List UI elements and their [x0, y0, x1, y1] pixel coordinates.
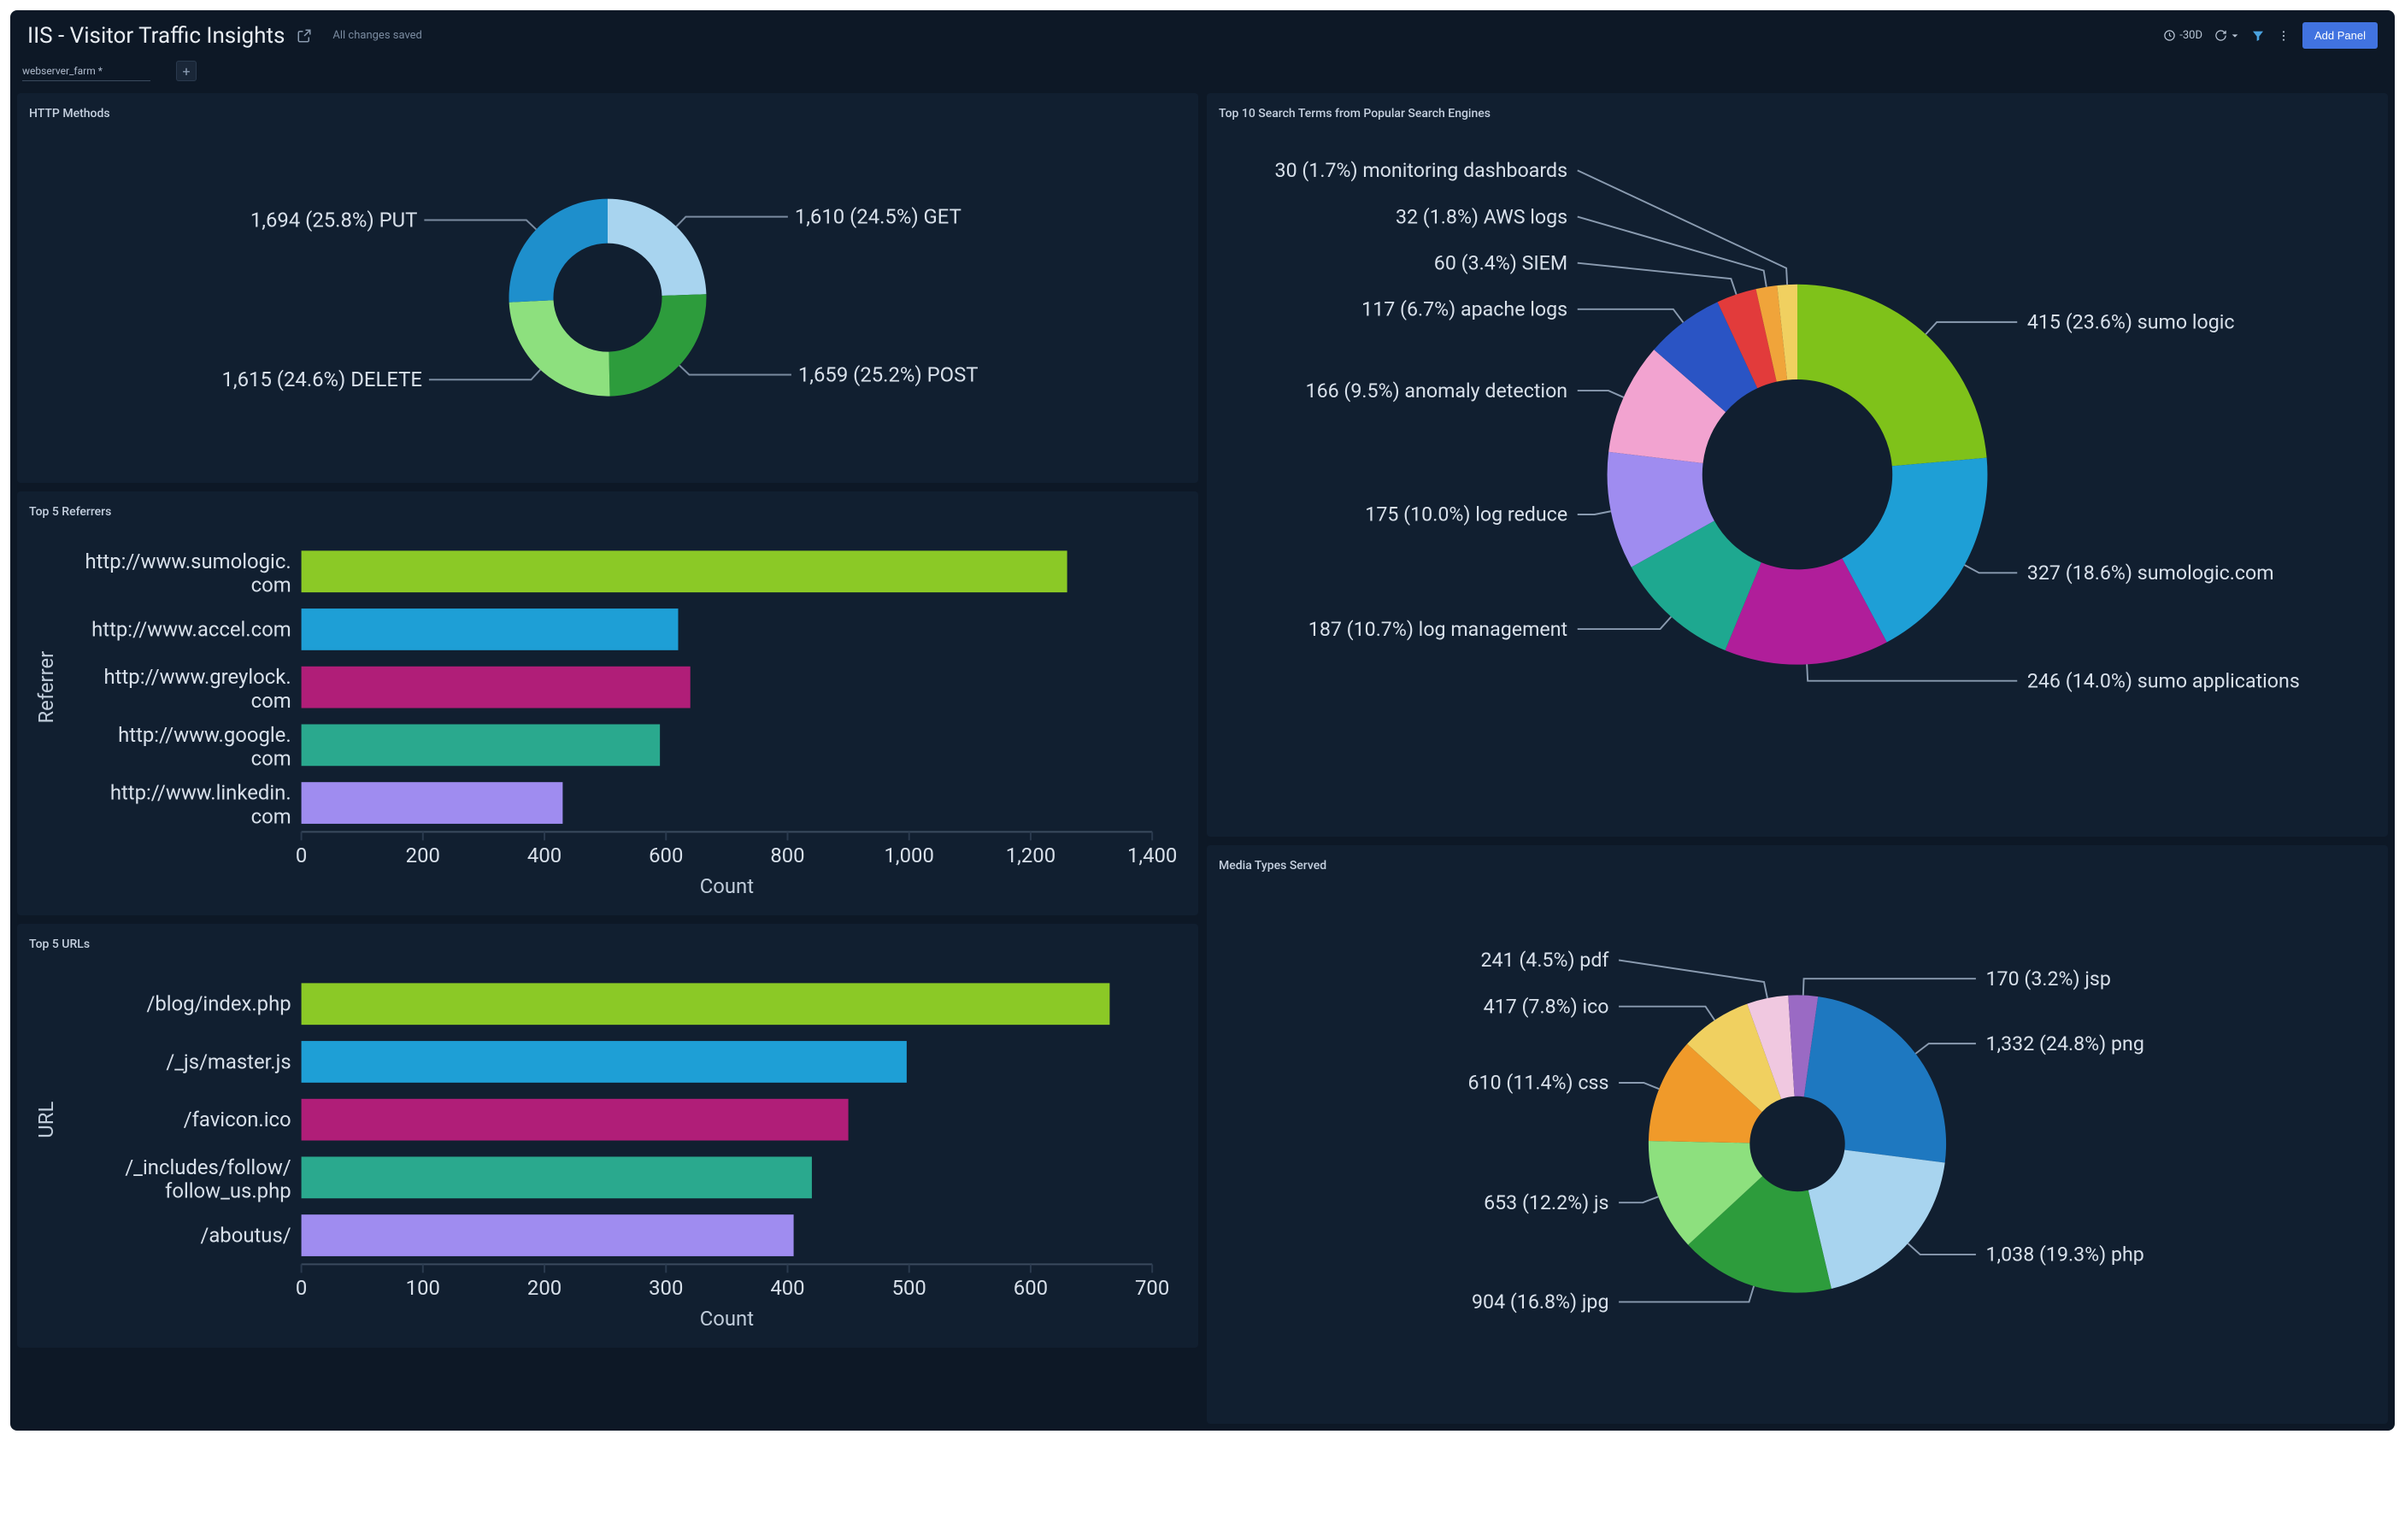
share-icon[interactable]	[297, 28, 312, 44]
svg-text:1,659 (25.2%) POST: 1,659 (25.2%) POST	[798, 362, 979, 386]
more-menu-button[interactable]	[2277, 29, 2290, 43]
panel-media-types: Media Types Served 170 (3.2%) jsp 1,332 (…	[1207, 845, 2388, 1424]
clock-icon	[2163, 29, 2176, 42]
filter-icon	[2251, 29, 2265, 43]
svg-text:904 (16.8%) jpg: 904 (16.8%) jpg	[1472, 1290, 1609, 1314]
panel-grid: HTTP Methods 1,610 (24.5%) GET 1,659 (25.…	[10, 93, 2395, 1431]
svg-text:0: 0	[296, 843, 307, 867]
svg-text:/blog/index.php: /blog/index.php	[146, 992, 291, 1016]
svg-text:300: 300	[649, 1277, 683, 1301]
svg-text:1,615 (24.6%) DELETE: 1,615 (24.6%) DELETE	[222, 367, 422, 391]
panel-title: Top 5 URLs	[29, 938, 1186, 951]
svg-text:http://www.accel.com: http://www.accel.com	[91, 618, 291, 642]
svg-text:1,610 (24.5%) GET: 1,610 (24.5%) GET	[795, 205, 961, 229]
svg-text:400: 400	[770, 1277, 804, 1301]
svg-text:600: 600	[1014, 1277, 1048, 1301]
svg-text:1,400: 1,400	[1127, 843, 1177, 867]
svg-text:653 (12.2%) js: 653 (12.2%) js	[1484, 1190, 1608, 1214]
add-filter-button[interactable]: +	[176, 61, 197, 81]
filter-button[interactable]	[2251, 29, 2265, 43]
svg-text:175 (10.0%) log reduce: 175 (10.0%) log reduce	[1365, 503, 1567, 526]
referrers-bar-chart: 0 200 400 600 800 1,000 1,200 1,400 Count Referre…	[29, 526, 1186, 900]
svg-text:/favicon.ico: /favicon.ico	[184, 1108, 291, 1131]
panel-http-methods: HTTP Methods 1,610 (24.5%) GET 1,659 (25.…	[17, 93, 1198, 483]
svg-text:com: com	[251, 573, 291, 597]
urls-bar-chart: 0 100 200 300 400 500 600 700 Count URL/blog/inde…	[29, 958, 1186, 1332]
http-methods-donut: 1,610 (24.5%) GET 1,659 (25.2%) POST 1,615…	[29, 127, 1186, 467]
svg-text:URL: URL	[34, 1102, 58, 1138]
filter-chip[interactable]: webserver_farm *	[22, 62, 150, 81]
svg-text:com: com	[251, 805, 291, 829]
filter-bar: webserver_farm * +	[10, 56, 2395, 93]
svg-text:/aboutus/: /aboutus/	[200, 1224, 291, 1248]
panel-referrers: Top 5 Referrers 0 200 400 600 800 1,000 1,200 1…	[17, 491, 1198, 915]
time-range-label: -30D	[2179, 29, 2202, 42]
svg-text:417 (7.8%) ico: 417 (7.8%) ico	[1484, 995, 1609, 1019]
svg-text:http://www.google.: http://www.google.	[118, 723, 291, 747]
svg-text:166 (9.5%) anomaly detection: 166 (9.5%) anomaly detection	[1306, 379, 1568, 403]
svg-text:327 (18.6%) sumologic.com: 327 (18.6%) sumologic.com	[2027, 561, 2274, 585]
dashboard-root: IIS - Visitor Traffic Insights All chang…	[10, 10, 2395, 1431]
dashboard-header: IIS - Visitor Traffic Insights All chang…	[10, 10, 2395, 56]
svg-text:Count: Count	[700, 874, 754, 898]
svg-text:187 (10.7%) log management: 187 (10.7%) log management	[1308, 617, 1567, 641]
search-terms-donut: 415 (23.6%) sumo logic 327 (18.6%) sumolo…	[1219, 127, 2376, 821]
svg-text:com: com	[251, 747, 291, 771]
save-status: All changes saved	[332, 29, 422, 42]
svg-text:1,038 (19.3%) php: 1,038 (19.3%) php	[1986, 1243, 2144, 1267]
svg-text:60 (3.4%) SIEM: 60 (3.4%) SIEM	[1434, 250, 1567, 274]
panel-urls: Top 5 URLs 0 100 200 300 400 500 600 700 Count UR…	[17, 924, 1198, 1348]
media-types-donut: 170 (3.2%) jsp 1,332 (24.8%) png 1,038 (19…	[1219, 879, 2376, 1408]
svg-text:follow_us.php: follow_us.php	[165, 1179, 291, 1203]
svg-text:415 (23.6%) sumo logic: 415 (23.6%) sumo logic	[2027, 310, 2235, 334]
svg-text:600: 600	[649, 843, 683, 867]
svg-text:/_js/master.js: /_js/master.js	[166, 1050, 291, 1074]
svg-text:1,200: 1,200	[1006, 843, 1055, 867]
chevron-down-icon	[2231, 32, 2239, 40]
svg-text:700: 700	[1135, 1277, 1169, 1301]
time-range-selector[interactable]: -30D	[2163, 29, 2202, 42]
svg-text:1,000: 1,000	[885, 843, 934, 867]
svg-text:com: com	[251, 689, 291, 713]
add-panel-button[interactable]: Add Panel	[2302, 22, 2378, 49]
svg-text:Referrer: Referrer	[34, 651, 58, 724]
panel-search-terms: Top 10 Search Terms from Popular Search …	[1207, 93, 2388, 837]
svg-text:Count: Count	[700, 1307, 754, 1331]
svg-text:http://www.linkedin.: http://www.linkedin.	[110, 781, 291, 805]
panel-title: HTTP Methods	[29, 107, 1186, 120]
svg-text:100: 100	[406, 1277, 440, 1301]
svg-text:http://www.greylock.: http://www.greylock.	[104, 665, 291, 689]
svg-text:1,694 (25.8%) PUT: 1,694 (25.8%) PUT	[250, 208, 418, 232]
refresh-icon	[2214, 29, 2227, 42]
svg-text:117 (6.7%) apache logs: 117 (6.7%) apache logs	[1361, 297, 1567, 321]
svg-text:30 (1.7%) monitoring dashboard: 30 (1.7%) monitoring dashboards	[1275, 158, 1568, 182]
panel-title: Top 10 Search Terms from Popular Search …	[1219, 107, 2376, 120]
svg-text:32 (1.8%) AWS logs: 32 (1.8%) AWS logs	[1396, 204, 1567, 228]
svg-text:246 (14.0%) sumo applications: 246 (14.0%) sumo applications	[2027, 668, 2300, 692]
svg-text:500: 500	[892, 1277, 926, 1301]
header-controls: -30D Add Panel	[2163, 22, 2378, 49]
svg-text:http://www.sumologic.: http://www.sumologic.	[85, 550, 291, 573]
svg-text:1,332 (24.8%) png: 1,332 (24.8%) png	[1986, 1032, 2144, 1055]
svg-text:241 (4.5%) pdf: 241 (4.5%) pdf	[1480, 949, 1609, 973]
svg-text:200: 200	[527, 1277, 562, 1301]
page-title: IIS - Visitor Traffic Insights	[27, 23, 285, 49]
svg-text:800: 800	[770, 843, 804, 867]
svg-text:/_includes/follow/: /_includes/follow/	[125, 1155, 291, 1179]
svg-text:170 (3.2%) jsp: 170 (3.2%) jsp	[1986, 967, 2111, 990]
svg-text:400: 400	[527, 843, 562, 867]
svg-text:610 (11.4%) css: 610 (11.4%) css	[1468, 1071, 1609, 1095]
more-vertical-icon	[2277, 29, 2290, 43]
refresh-button[interactable]	[2214, 29, 2239, 42]
panel-title: Media Types Served	[1219, 859, 2376, 873]
svg-text:200: 200	[406, 843, 440, 867]
svg-text:0: 0	[296, 1277, 307, 1301]
panel-title: Top 5 Referrers	[29, 505, 1186, 519]
